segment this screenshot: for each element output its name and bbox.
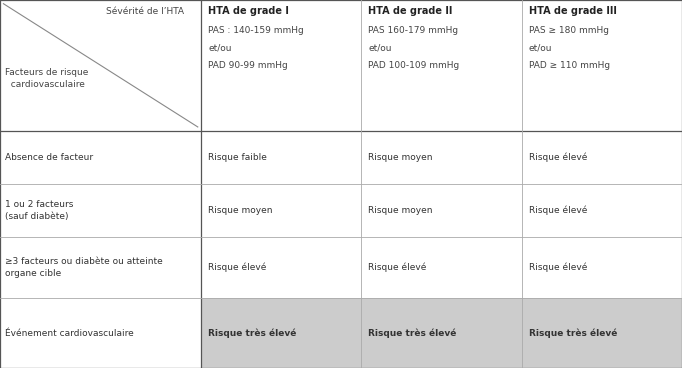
Text: Risque faible: Risque faible xyxy=(208,153,267,162)
Text: Risque moyen: Risque moyen xyxy=(368,206,433,215)
Bar xyxy=(361,0,522,131)
Bar xyxy=(0,298,201,368)
Text: Risque élevé: Risque élevé xyxy=(529,153,587,162)
Bar xyxy=(522,0,682,131)
Bar xyxy=(522,237,682,298)
Text: et/ou: et/ou xyxy=(208,43,231,52)
Text: HTA de grade III: HTA de grade III xyxy=(529,6,617,15)
Text: 1 ou 2 facteurs
(sauf diabète): 1 ou 2 facteurs (sauf diabète) xyxy=(5,200,74,221)
Text: Risque élevé: Risque élevé xyxy=(368,263,427,272)
Text: Risque très élevé: Risque très élevé xyxy=(529,328,617,338)
Bar xyxy=(201,131,361,184)
Text: ≥3 facteurs ou diabète ou atteinte
organe cible: ≥3 facteurs ou diabète ou atteinte organ… xyxy=(5,257,163,278)
Text: Risque élevé: Risque élevé xyxy=(529,263,587,272)
Text: Risque très élevé: Risque très élevé xyxy=(368,328,457,338)
Bar xyxy=(361,131,522,184)
Text: PAD 90-99 mmHg: PAD 90-99 mmHg xyxy=(208,61,288,70)
Text: Absence de facteur: Absence de facteur xyxy=(5,153,93,162)
Bar xyxy=(361,184,522,237)
Text: PAS ≥ 180 mmHg: PAS ≥ 180 mmHg xyxy=(529,26,608,35)
Bar xyxy=(0,131,201,184)
Text: Facteurs de risque
  cardiovasculaire: Facteurs de risque cardiovasculaire xyxy=(5,68,89,89)
Bar xyxy=(201,184,361,237)
Bar xyxy=(201,237,361,298)
Bar xyxy=(522,131,682,184)
Bar xyxy=(361,298,522,368)
Text: et/ou: et/ou xyxy=(368,43,391,52)
Text: Sévérité de l’HTA: Sévérité de l’HTA xyxy=(106,7,184,15)
Bar xyxy=(201,298,361,368)
Bar xyxy=(522,298,682,368)
Bar xyxy=(0,237,201,298)
Text: Risque moyen: Risque moyen xyxy=(208,206,273,215)
Text: PAS : 140-159 mmHg: PAS : 140-159 mmHg xyxy=(208,26,303,35)
Text: PAD 100-109 mmHg: PAD 100-109 mmHg xyxy=(368,61,460,70)
Text: PAD ≥ 110 mmHg: PAD ≥ 110 mmHg xyxy=(529,61,610,70)
Text: Risque élevé: Risque élevé xyxy=(208,263,267,272)
Text: et/ou: et/ou xyxy=(529,43,552,52)
Bar xyxy=(361,237,522,298)
Text: Événement cardiovasculaire: Événement cardiovasculaire xyxy=(5,329,134,337)
Bar xyxy=(522,184,682,237)
Text: Risque élevé: Risque élevé xyxy=(529,206,587,215)
Text: HTA de grade I: HTA de grade I xyxy=(208,6,289,15)
Text: Risque très élevé: Risque très élevé xyxy=(208,328,297,338)
Bar xyxy=(0,184,201,237)
Text: PAS 160-179 mmHg: PAS 160-179 mmHg xyxy=(368,26,458,35)
Text: HTA de grade II: HTA de grade II xyxy=(368,6,453,15)
Bar xyxy=(201,0,361,131)
Text: Risque moyen: Risque moyen xyxy=(368,153,433,162)
Bar xyxy=(0,0,201,131)
